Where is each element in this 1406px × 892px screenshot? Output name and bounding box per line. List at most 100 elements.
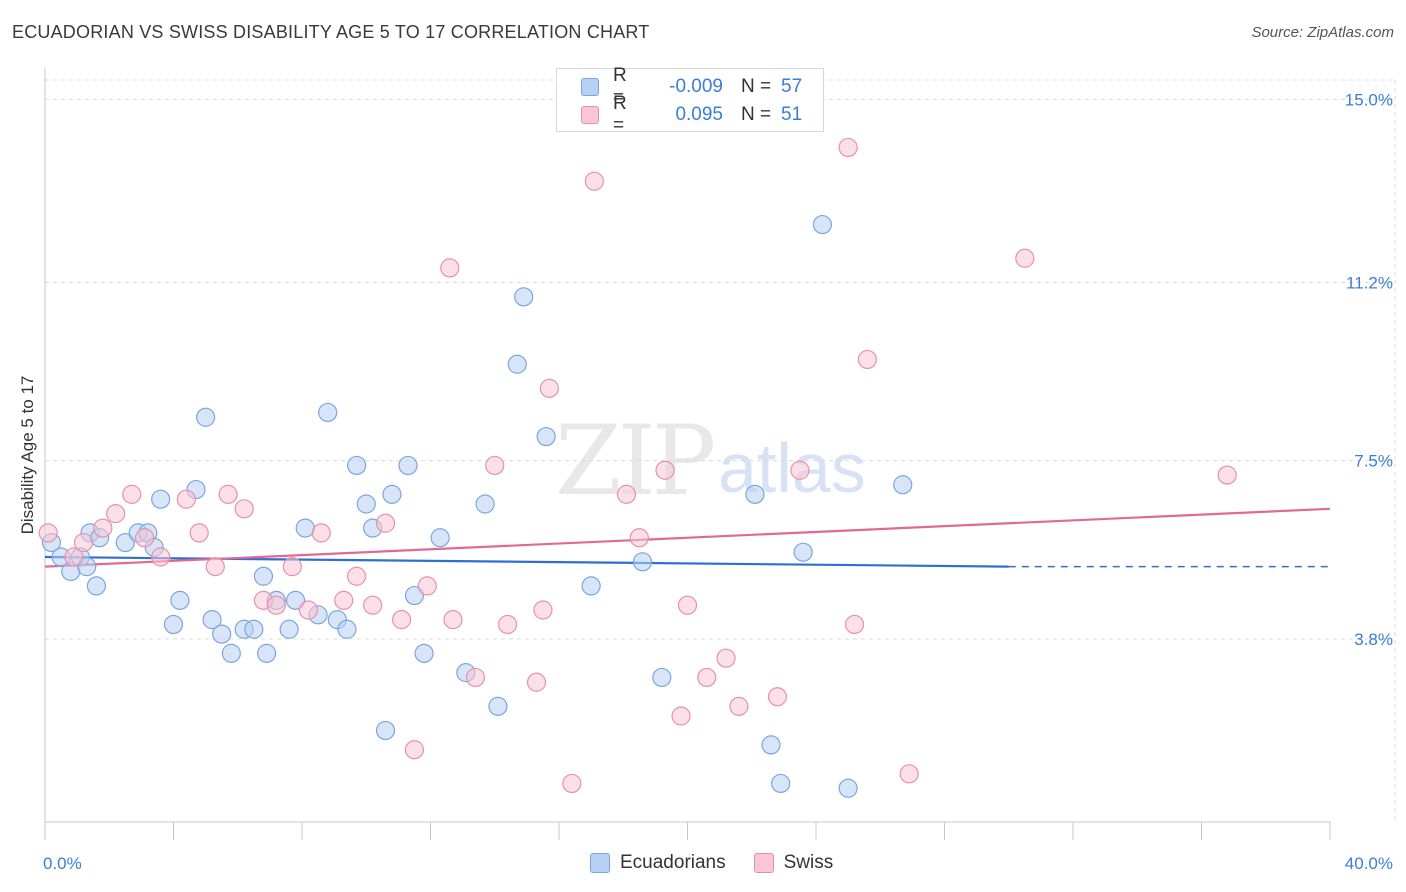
point-swiss — [176, 489, 196, 509]
point-swiss — [189, 523, 209, 543]
point-swiss — [122, 484, 142, 504]
point-swiss — [363, 595, 383, 615]
point-swiss — [697, 667, 717, 688]
trend-line-ecuadorians — [44, 555, 1009, 568]
point-ecuadorian — [196, 407, 216, 427]
point-swiss — [655, 460, 675, 480]
point-swiss — [485, 455, 505, 476]
point-swiss — [671, 706, 691, 726]
point-swiss — [234, 499, 254, 519]
trend-line-swiss — [44, 507, 1331, 568]
point-swiss — [38, 523, 58, 543]
point-swiss — [205, 557, 225, 577]
point-ecuadorian — [115, 532, 135, 553]
point-swiss — [716, 648, 736, 668]
pink-swatch-icon — [581, 106, 599, 124]
point-swiss — [526, 672, 547, 692]
point-ecuadorian — [151, 489, 171, 509]
point-swiss — [629, 528, 649, 548]
point-ecuadorian — [212, 624, 232, 644]
point-ecuadorian — [793, 542, 813, 562]
tick-labels: 3.8% 7.5% 11.2% 15.0% 0.0% 40.0% — [43, 90, 1393, 873]
x-tick-label: 40.0% — [1345, 854, 1393, 873]
point-swiss — [443, 610, 463, 630]
point-ecuadorian — [77, 557, 97, 577]
point-ecuadorian — [536, 426, 556, 447]
point-swiss — [1217, 465, 1237, 485]
point-ecuadorian — [347, 455, 367, 476]
point-swiss — [465, 667, 486, 688]
legend-item-ecuadorians: Ecuadorians — [590, 852, 726, 874]
point-ecuadorian — [253, 566, 274, 586]
source-label: Source: ZipAtlas.com — [1251, 24, 1394, 41]
point-ecuadorian — [318, 402, 338, 423]
point-ecuadorian — [356, 494, 376, 514]
point-swiss — [677, 595, 698, 615]
legend-row-swiss: R = 0.095 N = 51 — [557, 93, 803, 136]
point-swiss — [498, 614, 518, 635]
legend-r-value: -0.009 — [669, 76, 723, 97]
y-tick-label: 15.0% — [1345, 90, 1393, 109]
point-ecuadorian — [771, 773, 791, 794]
legend-label-swiss: Swiss — [783, 852, 834, 873]
point-ecuadorian — [632, 552, 653, 572]
blue-swatch-icon — [590, 853, 610, 873]
x-tick-label: 0.0% — [43, 854, 82, 873]
point-swiss — [844, 614, 865, 635]
pink-swatch-icon — [753, 853, 774, 873]
chart-title: ECUADORIAN VS SWISS DISABILITY AGE 5 TO … — [12, 22, 650, 42]
point-swiss — [106, 504, 126, 524]
point-ecuadorian — [382, 484, 402, 504]
point-swiss — [838, 137, 858, 158]
point-swiss — [404, 740, 425, 760]
point-ecuadorian — [279, 619, 299, 639]
point-swiss — [282, 557, 302, 577]
point-swiss — [311, 523, 331, 543]
point-ecuadorian — [295, 518, 315, 538]
axes — [44, 68, 1331, 840]
point-swiss — [64, 547, 84, 567]
point-ecuadorian — [375, 720, 396, 741]
point-ecuadorian — [202, 610, 222, 630]
point-swiss — [347, 566, 367, 586]
point-ecuadorian — [398, 455, 418, 476]
point-swiss — [1015, 248, 1035, 268]
point-swiss — [134, 528, 155, 548]
point-ecuadorian — [745, 484, 765, 504]
point-ecuadorian — [163, 614, 184, 635]
point-swiss — [533, 600, 553, 620]
point-ecuadorian — [257, 643, 277, 663]
legend-item-swiss: Swiss — [753, 852, 834, 874]
point-swiss — [767, 687, 788, 707]
point-ecuadorian — [244, 619, 264, 639]
legend-r-label: R = — [613, 65, 627, 108]
series-legend: Ecuadorians Swiss — [590, 852, 861, 874]
blue-swatch-icon — [581, 78, 599, 96]
point-swiss — [218, 484, 238, 504]
point-ecuadorian — [414, 643, 434, 663]
point-ecuadorian — [475, 494, 495, 514]
correlation-legend: R = -0.009 N = 57 R = 0.095 N = 51 — [556, 65, 824, 136]
point-swiss — [440, 258, 460, 278]
y-tick-label: 11.2% — [1346, 273, 1393, 292]
point-ecuadorian — [285, 590, 306, 610]
point-swiss — [391, 610, 412, 630]
point-swiss — [375, 513, 396, 533]
point-ecuadorian — [221, 643, 241, 663]
point-ecuadorian — [581, 576, 601, 596]
point-ecuadorian — [761, 735, 781, 755]
legend-n-value: 51 — [781, 104, 803, 125]
point-swiss — [93, 518, 113, 538]
point-swiss — [899, 764, 919, 784]
y-tick-label: 3.8% — [1354, 630, 1393, 649]
point-swiss — [790, 460, 810, 480]
point-ecuadorian — [652, 667, 672, 688]
point-swiss — [417, 576, 437, 596]
point-swiss — [616, 484, 637, 504]
point-ecuadorian — [86, 576, 107, 596]
data-points — [38, 137, 1237, 798]
point-swiss — [729, 696, 749, 716]
point-ecuadorian — [893, 475, 913, 495]
legend-r-label: R = — [613, 93, 627, 136]
